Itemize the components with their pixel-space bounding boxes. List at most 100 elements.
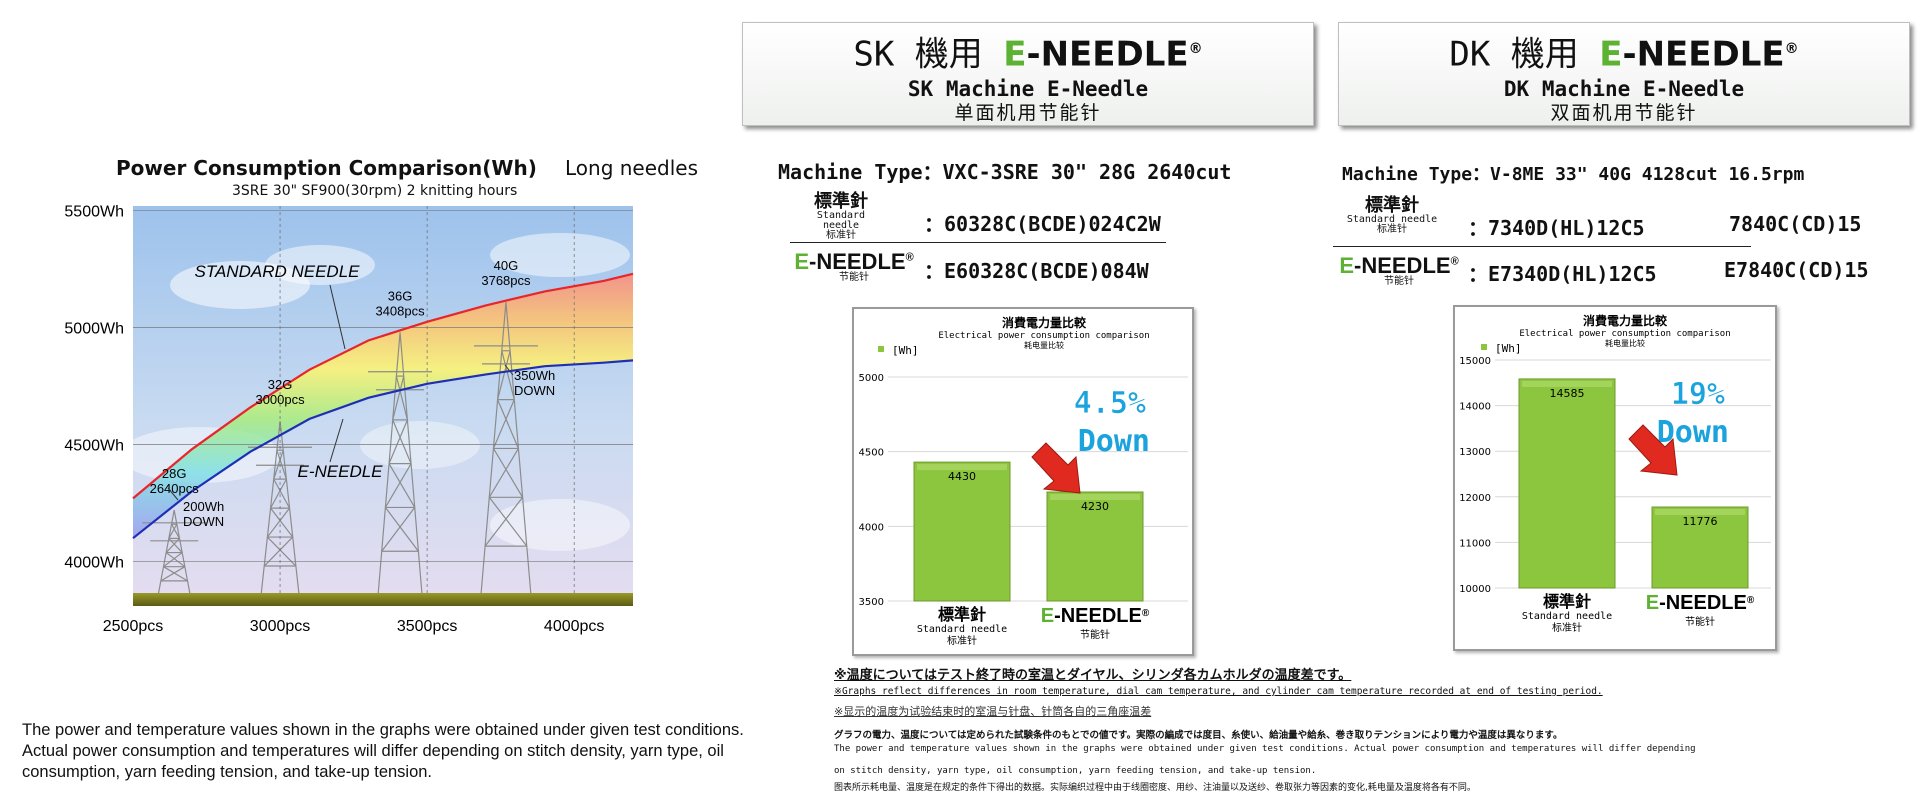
- legend-unit: [Wh]: [892, 344, 919, 357]
- x-tick-label: 2500pcs: [103, 618, 164, 635]
- sk-header-chinese: 单面机用节能针: [954, 102, 1102, 125]
- bar-title-cn: 耗电量比较: [1024, 340, 1064, 350]
- svg-text:32G: 32G: [268, 377, 293, 392]
- y-tick-label: 5000Wh: [64, 321, 124, 338]
- sk-eneedle-value: ：E60328C(BCDE)084W: [924, 259, 1149, 283]
- dk-header-english: DK Machine E-Needle: [1503, 77, 1745, 102]
- sk-header-english: SK Machine E-Needle: [907, 77, 1149, 102]
- e-needle-series-label: E-NEEDLE: [297, 462, 383, 481]
- sk-standard-needle-label: 標準針 Standard needle 标准针: [814, 191, 868, 241]
- note-conditions-en-1: The power and temperature values shown i…: [834, 744, 1696, 754]
- bar-title-en: Electrical power consumption comparison: [1519, 329, 1730, 339]
- bar-y-tick: 4500: [859, 448, 884, 459]
- bar-y-tick: 12000: [1459, 493, 1491, 504]
- bar-value-label: 11776: [1683, 515, 1718, 528]
- dk-header-chinese: 双面机用节能针: [1550, 102, 1698, 125]
- reduction-word: Down: [1078, 424, 1150, 459]
- note-temperature-en: ※Graphs reflect differences in room temp…: [834, 686, 1603, 697]
- bar: [1518, 378, 1616, 589]
- dk-machine-type: Machine Type：V-8ME 33" 40G 4128cut 16.5r…: [1342, 164, 1805, 185]
- category-label-standard-en: Standard needle: [917, 624, 1007, 635]
- svg-text:200Wh: 200Wh: [183, 499, 224, 514]
- dk-eneedle-value-2: E7840C(CD)15: [1724, 258, 1869, 282]
- legend-swatch: [1481, 344, 1487, 350]
- reduction-percent: 4.5%: [1074, 386, 1146, 421]
- dk-bar-chart-frame: 消費電力量比較 Electrical power consumption comp…: [1453, 305, 1777, 651]
- dk-header-box: DK 機用 E-NEEDLE® DK Machine E-Needle 双面机用…: [1338, 22, 1910, 126]
- reduction-percent: 19%: [1671, 377, 1725, 412]
- rainbow-band: [133, 273, 633, 539]
- note-conditions-cn: 图表所示耗电量、温度是在规定的条件下得出的数据。实际编织过程中由于线圈密度、用纱…: [834, 783, 1476, 793]
- svg-text:2640pcs: 2640pcs: [150, 481, 200, 496]
- diff-annotation-350: 350Wh DOWN: [504, 364, 555, 398]
- legend-unit: [Wh]: [1495, 342, 1522, 355]
- sk-header-box: SK 機用 E-NEEDLE® SK Machine E-Needle 单面机用…: [742, 22, 1314, 126]
- bar-value-label: 4230: [1081, 500, 1109, 513]
- standard-needle-series-label: STANDARD NEEDLE: [195, 262, 361, 281]
- category-label-eneedle: E-NEEDLE®: [1041, 605, 1150, 627]
- bar-title-en: Electrical power consumption comparison: [938, 331, 1149, 341]
- svg-text:36G: 36G: [388, 288, 413, 303]
- bar-y-tick: 10000: [1459, 584, 1491, 595]
- reduction-arrow: [1628, 424, 1678, 476]
- dk-divider: [1333, 246, 1751, 247]
- pylon-tower: [368, 332, 433, 596]
- svg-text:28G: 28G: [162, 466, 187, 481]
- category-label-standard-cn: 标准针: [1552, 621, 1582, 634]
- svg-text:DOWN: DOWN: [514, 383, 555, 398]
- bar-title-cn: 耗电量比较: [1605, 338, 1645, 348]
- bar-value-label: 14585: [1550, 387, 1585, 400]
- category-label-eneedle-cn: 节能针: [1080, 628, 1110, 641]
- dk-eneedle-value-1: ：E7340D(HL)12C5: [1468, 262, 1657, 286]
- y-tick-label: 4000Wh: [64, 555, 124, 572]
- dk-standard-needle-label: 標準針 Standard needle 标准针: [1346, 195, 1438, 235]
- left-footnote: The power and temperature values shown i…: [22, 721, 744, 781]
- dk-standard-needle-value-2: 7840C(CD)15: [1729, 212, 1862, 236]
- dk-standard-needle-value-1: ：7340D(HL)12C5: [1468, 216, 1645, 240]
- svg-text:350Wh: 350Wh: [514, 368, 555, 383]
- e-needle-line: [132, 359, 634, 540]
- line-chart-subtitle: 3SRE 30" SF900(30rpm) 2 knitting hours: [232, 183, 518, 199]
- y-tick-label: 5500Wh: [64, 204, 124, 221]
- svg-text:3768pcs: 3768pcs: [481, 273, 531, 288]
- svg-text:40G: 40G: [494, 258, 519, 273]
- sk-bar-chart-frame: 消費電力量比較 Electrical power consumption comp…: [852, 307, 1194, 656]
- y-tick-label: 4500Wh: [64, 438, 124, 455]
- category-label-standard-en: Standard needle: [1522, 611, 1612, 622]
- svg-text:3000pcs: 3000pcs: [255, 392, 305, 407]
- bar: [1651, 506, 1749, 589]
- bar-y-tick: 14000: [1459, 402, 1491, 413]
- svg-text:DOWN: DOWN: [183, 514, 224, 529]
- bar: [913, 461, 1011, 602]
- bar-title-jp: 消費電力量比較: [1583, 313, 1668, 328]
- sk-machine-type: Machine Type：VXC-3SRE 30" 28G 2640cut: [778, 160, 1232, 184]
- reduction-arrow: [1031, 442, 1081, 494]
- bar-title-jp: 消費電力量比較: [1002, 315, 1087, 330]
- standard-needle-line: [132, 272, 634, 500]
- bar-y-tick: 4000: [859, 522, 884, 533]
- bar-y-tick: 5000: [859, 373, 884, 384]
- x-tick-label: 4000pcs: [544, 618, 605, 635]
- sk-eneedle-label: E-NEEDLE® 节能针: [794, 249, 914, 283]
- dk-eneedle-label: E-NEEDLE® 节能针: [1339, 253, 1459, 287]
- diff-annotation-200: 200Wh DOWN: [167, 487, 224, 529]
- category-label-eneedle-cn: 节能针: [1685, 615, 1715, 628]
- category-label-standard-cn: 标准针: [947, 634, 977, 647]
- pylon-tower: [473, 301, 538, 596]
- note-temperature-cn: ※显示的温度为试验结束时的室温与针盘、针筒各自的三角座温差: [834, 705, 1152, 718]
- x-tick-label: 3500pcs: [397, 618, 458, 635]
- line-chart-title: Power Consumption Comparison(Wh): [116, 156, 537, 180]
- dk-header-title: DK 機用 E-NEEDLE®: [1449, 34, 1799, 75]
- category-label-standard: 標準針: [1543, 592, 1591, 611]
- bar-y-tick: 11000: [1459, 538, 1491, 549]
- legend-swatch: [878, 346, 884, 352]
- bar-value-label: 4430: [948, 470, 976, 483]
- bar: [1046, 491, 1144, 602]
- x-tick-label: 3000pcs: [250, 618, 311, 635]
